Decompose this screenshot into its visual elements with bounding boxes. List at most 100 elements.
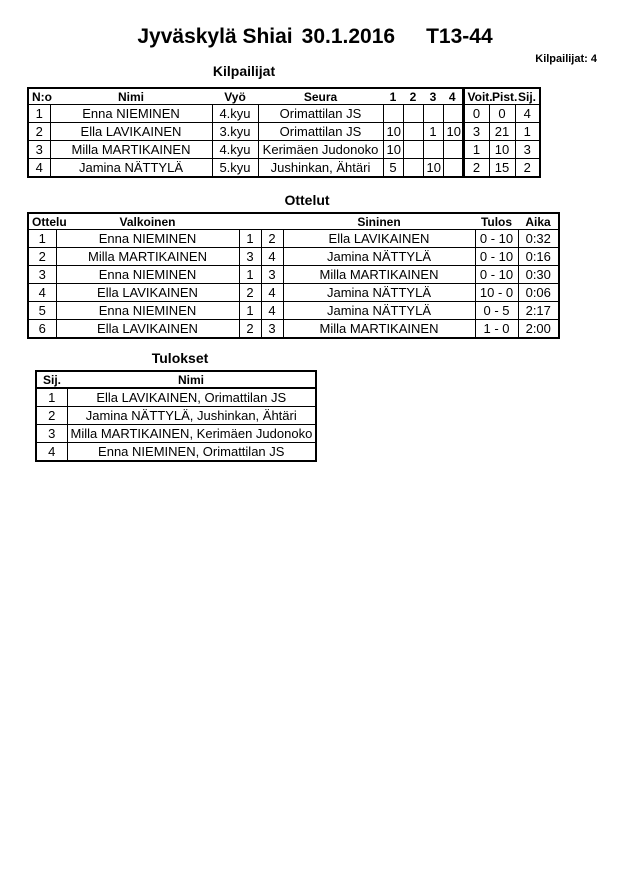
blue-name: Jamina NÄTTYLÄ [282,247,476,266]
white-name: Enna NIEMINEN [55,301,240,320]
col-header-sininen: Sininen [283,213,475,230]
col-header-blue-number [261,213,283,230]
col-header-seura: Seura [258,88,383,105]
competitor-club: Orimattilan JS [257,104,384,123]
ottelut-table: Ottelu Valkoinen Sininen Tulos Aika 1 En… [27,212,560,339]
score-cell: 1 [422,122,444,141]
wins-cell: 3 [461,122,490,141]
points-cell: 0 [488,104,516,123]
white-name: Ella LAVIKAINEN [55,283,240,302]
score-cell [402,158,424,178]
title-category: T13-44 [426,25,493,48]
wins-cell: 2 [461,158,490,178]
score-cell [442,104,464,123]
col-header-voit: Voit. [461,88,493,105]
competitor-name: Jamina NÄTTYLÄ [49,158,213,178]
col-header-no: N:o [28,88,52,105]
score-cell [422,140,444,159]
white-number: 3 [238,247,262,266]
white-number: 2 [238,283,262,302]
wins-cell: 1 [461,140,490,159]
col-header-valkoinen: Valkoinen [56,213,239,230]
match-number: 2 [27,247,57,266]
col-header-round-2: 2 [403,88,423,105]
match-number: 4 [27,283,57,302]
result-place: 2 [35,406,68,425]
place-cell: 2 [514,158,541,178]
match-result: 0 - 10 [474,229,519,248]
score-cell [422,104,444,123]
kilpailijat-header-row: N:o Nimi Vyö Seura 1 2 3 4 Voit. Pist. S… [28,88,540,105]
col-header-round-4: 4 [443,88,463,105]
tulokset-table: Sij. Nimi 1 Ella LAVIKAINEN, Orimattilan… [35,370,317,462]
wins-cell: 0 [461,104,490,123]
blue-number: 4 [260,301,284,320]
match-row: 4 Ella LAVIKAINEN 2 4 Jamina NÄTTYLÄ 10 … [27,283,560,302]
match-result: 1 - 0 [474,319,519,339]
col-header-nimi: Nimi [50,88,212,105]
competitor-name: Enna NIEMINEN [49,104,213,123]
competitor-name: Milla MARTIKAINEN [49,140,213,159]
match-row: 1 Enna NIEMINEN 1 2 Ella LAVIKAINEN 0 - … [27,229,560,248]
competitor-belt: 3.kyu [211,122,259,141]
score-cell: 10 [422,158,444,178]
col-header-sij: Sij. [515,88,540,105]
competitor-belt: 5.kyu [211,158,259,178]
ottelut-heading: Ottelut [284,192,330,208]
col-header-round-1: 1 [383,88,403,105]
match-time: 2:00 [517,319,560,339]
result-row: 2 Jamina NÄTTYLÄ, Jushinkan, Ähtäri [35,406,317,425]
white-number: 1 [238,229,262,248]
ottelut-table-container: Ottelu Valkoinen Sininen Tulos Aika 1 En… [27,212,560,339]
competitor-row: 4 Jamina NÄTTYLÄ 5.kyu Jushinkan, Ähtäri… [27,158,541,178]
col-header-ottelu: Ottelu [28,213,67,230]
col-header-round-3: 3 [423,88,443,105]
white-name: Milla MARTIKAINEN [55,247,240,266]
competitor-number: 4 [27,158,51,178]
white-number: 1 [238,301,262,320]
white-name: Enna NIEMINEN [55,229,240,248]
match-result: 0 - 10 [474,265,519,284]
competitor-number: 2 [27,122,51,141]
result-place: 4 [35,442,68,462]
tulokset-header-row: Sij. Nimi [36,371,316,389]
score-cell [442,158,464,178]
page-title: Jyväskylä Shiai 30.1.2016 T13-44 [0,25,630,49]
competitor-club: Jushinkan, Ähtäri [257,158,384,178]
col-header-white-number [239,213,261,230]
score-cell: 10 [382,122,404,141]
result-row: 3 Milla MARTIKAINEN, Kerimäen Judonoko [35,424,317,443]
competitor-club: Orimattilan JS [257,122,384,141]
match-result: 0 - 10 [474,247,519,266]
match-result: 10 - 0 [474,283,519,302]
kilpailijat-table-container: N:o Nimi Vyö Seura 1 2 3 4 Voit. Pist. S… [27,87,541,178]
match-time: 0:30 [517,265,560,284]
title-event: Jyväskylä Shiai [137,25,293,48]
blue-name: Jamina NÄTTYLÄ [282,283,476,302]
match-time: 2:17 [517,301,560,320]
score-cell [382,104,404,123]
kilpailijat-table: N:o Nimi Vyö Seura 1 2 3 4 Voit. Pist. S… [27,87,541,178]
blue-name: Jamina NÄTTYLÄ [282,301,476,320]
result-place: 3 [35,424,68,443]
match-time: 0:16 [517,247,560,266]
title-date: 30.1.2016 [301,25,396,48]
competitor-number: 1 [27,104,51,123]
result-row: 4 Enna NIEMINEN, Orimattilan JS [35,442,317,462]
white-number: 1 [238,265,262,284]
competitor-number: 3 [27,140,51,159]
tulokset-heading: Tulokset [151,350,209,366]
col-header-sij: Sij. [36,371,67,389]
match-number: 1 [27,229,57,248]
competitor-name: Ella LAVIKAINEN [49,122,213,141]
result-name: Enna NIEMINEN, Orimattilan JS [66,442,317,462]
match-row: 3 Enna NIEMINEN 1 3 Milla MARTIKAINEN 0 … [27,265,560,284]
score-cell [402,104,424,123]
match-time: 0:06 [517,283,560,302]
points-cell: 10 [488,140,516,159]
match-number: 5 [27,301,57,320]
competitor-row: 1 Enna NIEMINEN 4.kyu Orimattilan JS 0 0… [27,104,541,123]
blue-number: 3 [260,319,284,339]
match-result: 0 - 5 [474,301,519,320]
